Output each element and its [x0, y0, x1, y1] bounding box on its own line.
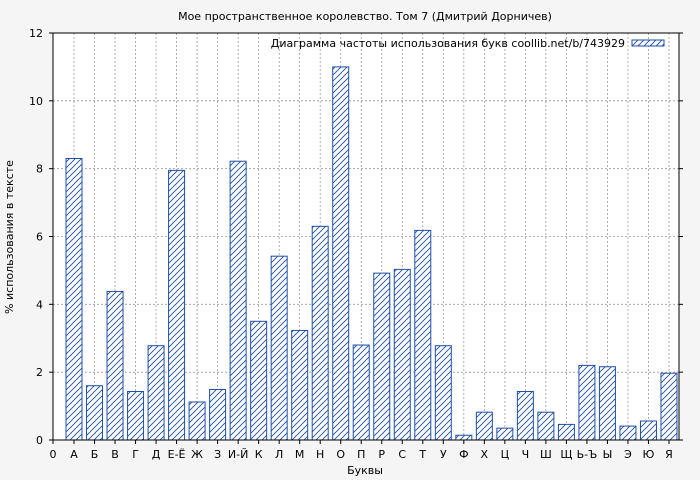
bar [373, 272, 391, 441]
bar [127, 390, 145, 441]
x-tick-label: Е-Ё [168, 448, 186, 461]
bar [496, 427, 514, 441]
x-tick-label: Ш [540, 448, 552, 461]
bar [598, 366, 616, 441]
x-tick-label: У [440, 448, 447, 461]
y-tick-label: 0 [36, 434, 43, 447]
bar [250, 320, 268, 441]
x-tick-label: Ы [603, 448, 613, 461]
bar [86, 385, 104, 441]
y-tick-label: 6 [36, 231, 43, 244]
x-tick-label: Н [316, 448, 324, 461]
x-tick-label: З [214, 448, 221, 461]
x-tick-label: К [255, 448, 263, 461]
x-tick-label: Х [481, 448, 489, 461]
x-tick-label: Б [91, 448, 99, 461]
y-tick-label: 10 [29, 95, 43, 108]
bar [393, 268, 411, 441]
bar [332, 66, 350, 441]
bar [168, 169, 186, 441]
x-tick-label: Д [152, 448, 161, 461]
bar [434, 345, 452, 441]
x-tick-label: Р [378, 448, 385, 461]
bar [291, 329, 309, 441]
x-tick-label: А [70, 448, 78, 461]
bar [578, 364, 596, 441]
bar [188, 401, 206, 441]
bar [414, 229, 432, 441]
x-tick-label: О [336, 448, 345, 461]
x-tick-label: Ь-Ъ [577, 448, 598, 461]
bar [455, 434, 473, 441]
y-axis-ticks: 0 2 4 6 8 10 12 [29, 27, 683, 447]
bar [660, 372, 678, 441]
x-tick-label: Т [418, 448, 426, 461]
x-tick-label: М [295, 448, 305, 461]
bar [537, 411, 555, 441]
x-tick-label: Ф [459, 448, 468, 461]
x-axis-origin-label: 0 [50, 448, 57, 461]
bar [557, 423, 575, 441]
bar [209, 388, 227, 441]
x-tick-label: И-Й [228, 448, 248, 461]
bar [65, 157, 83, 441]
x-tick-label: Ж [191, 448, 203, 461]
bar [229, 160, 247, 441]
chart-title: Мое пространственное королевство. Том 7 … [178, 10, 552, 23]
bar [619, 425, 637, 441]
y-tick-label: 4 [36, 298, 43, 311]
legend-label: Диаграмма частоты использования букв coo… [271, 37, 625, 50]
bar [311, 225, 329, 441]
legend: Диаграмма частоты использования букв coo… [271, 37, 665, 50]
bar [516, 390, 534, 441]
x-tick-label: Э [624, 448, 632, 461]
bar [639, 420, 657, 441]
y-tick-label: 8 [36, 163, 43, 176]
x-tick-label: Г [132, 448, 139, 461]
bar [106, 290, 124, 441]
bar [270, 255, 288, 441]
x-tick-label: Ю [643, 448, 655, 461]
bar [475, 411, 493, 441]
x-tick-label: Ц [501, 448, 510, 461]
x-tick-label: В [111, 448, 119, 461]
legend-swatch [631, 39, 665, 47]
bar [147, 345, 165, 441]
bar [352, 344, 370, 441]
x-tick-label: Л [275, 448, 283, 461]
x-axis-label: Буквы [347, 464, 383, 477]
y-tick-label: 2 [36, 366, 43, 379]
y-axis-label: % использования в тексте [3, 160, 16, 314]
x-axis-ticks: А Б В Г Д Е-Ё Ж З И-Й К Л М Н О П Р С Т У Ф Х Ц Ч Ш Щ Ь-Ъ Ы Э Ю Я [52, 440, 673, 461]
y-tick-label: 12 [29, 27, 43, 40]
x-tick-label: Ч [522, 448, 530, 461]
x-tick-label: Щ [560, 448, 572, 461]
x-tick-label: П [357, 448, 365, 461]
x-tick-label: Я [665, 448, 673, 461]
x-tick-label: С [398, 448, 406, 461]
